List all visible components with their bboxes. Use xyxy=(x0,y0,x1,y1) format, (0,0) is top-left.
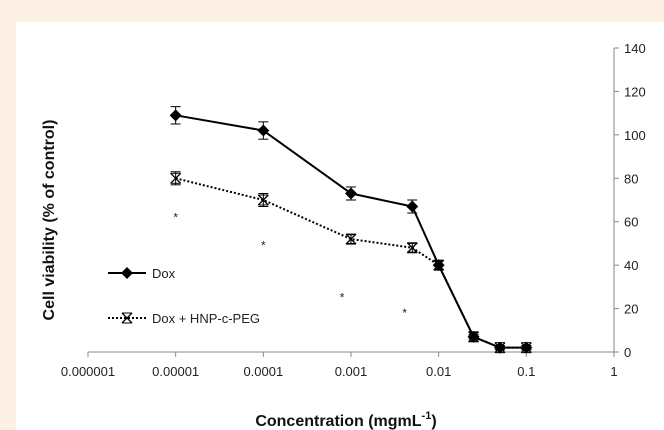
x-marker-stroke xyxy=(257,194,269,206)
x-tick-label: 0.000001 xyxy=(61,364,115,379)
legend-label: Dox + HNP-c-PEG xyxy=(152,311,260,326)
series-markers xyxy=(169,106,533,354)
x-axis-title-main: Concentration (mgmL xyxy=(255,413,421,430)
significance-asterisk: * xyxy=(402,306,407,320)
diamond-marker xyxy=(121,267,133,279)
x-tick-label: 0.001 xyxy=(335,364,368,379)
y-tick-label: 20 xyxy=(624,302,638,317)
y-axis-title: Cell viability (% of control) xyxy=(41,120,58,321)
x-marker-stroke xyxy=(121,312,133,324)
x-marker-stroke xyxy=(170,172,182,184)
x-axis-title-superscript: -1 xyxy=(422,410,432,422)
y-tick-label: 0 xyxy=(624,345,631,360)
chart-svg: 0.000001 0.00001 0.0001 0.001 0.01 0.1 10 20 40 6… xyxy=(41,41,646,430)
x-axis-title: Concentration (mgmL-1) xyxy=(255,410,436,430)
y-tick-label: 80 xyxy=(624,171,638,186)
x-tick-label: 0.0001 xyxy=(243,364,283,379)
diamond-marker xyxy=(345,187,357,200)
legend-label: Dox xyxy=(152,266,176,281)
y-tick-label: 140 xyxy=(624,41,646,56)
ticks: 0.000001 0.00001 0.0001 0.001 0.01 0.1 10 20 40 6… xyxy=(61,41,646,379)
annotations: * * * * xyxy=(173,210,407,320)
x-marker-stroke xyxy=(433,259,445,271)
significance-asterisk: * xyxy=(340,291,345,305)
x-marker-stroke xyxy=(468,331,480,343)
legend: Dox Dox + HNP-c-PEG xyxy=(108,266,260,326)
x-marker-stroke xyxy=(345,233,357,245)
y-tick-label: 60 xyxy=(624,215,638,230)
x-marker-stroke xyxy=(494,342,506,354)
diamond-marker xyxy=(406,200,419,213)
y-tick-label: 40 xyxy=(624,258,638,273)
x-tick-label: 0.1 xyxy=(517,364,535,379)
y-tick-label: 120 xyxy=(624,84,646,99)
significance-asterisk: * xyxy=(173,210,178,224)
significance-asterisk: * xyxy=(261,239,266,253)
x-axis-title-end: ) xyxy=(431,413,436,430)
diamond-marker xyxy=(169,109,182,122)
x-tick-label: 0.01 xyxy=(426,364,451,379)
diamond-marker xyxy=(257,124,270,137)
x-tick-label: 1 xyxy=(610,364,617,379)
chart-panel: 0.000001 0.00001 0.0001 0.001 0.01 0.1 1 0 20 40 6… xyxy=(16,22,664,430)
x-marker-stroke xyxy=(406,242,418,254)
x-tick-label: 0.00001 xyxy=(152,364,199,379)
x-marker-stroke xyxy=(520,342,532,354)
y-tick-label: 100 xyxy=(624,128,646,143)
